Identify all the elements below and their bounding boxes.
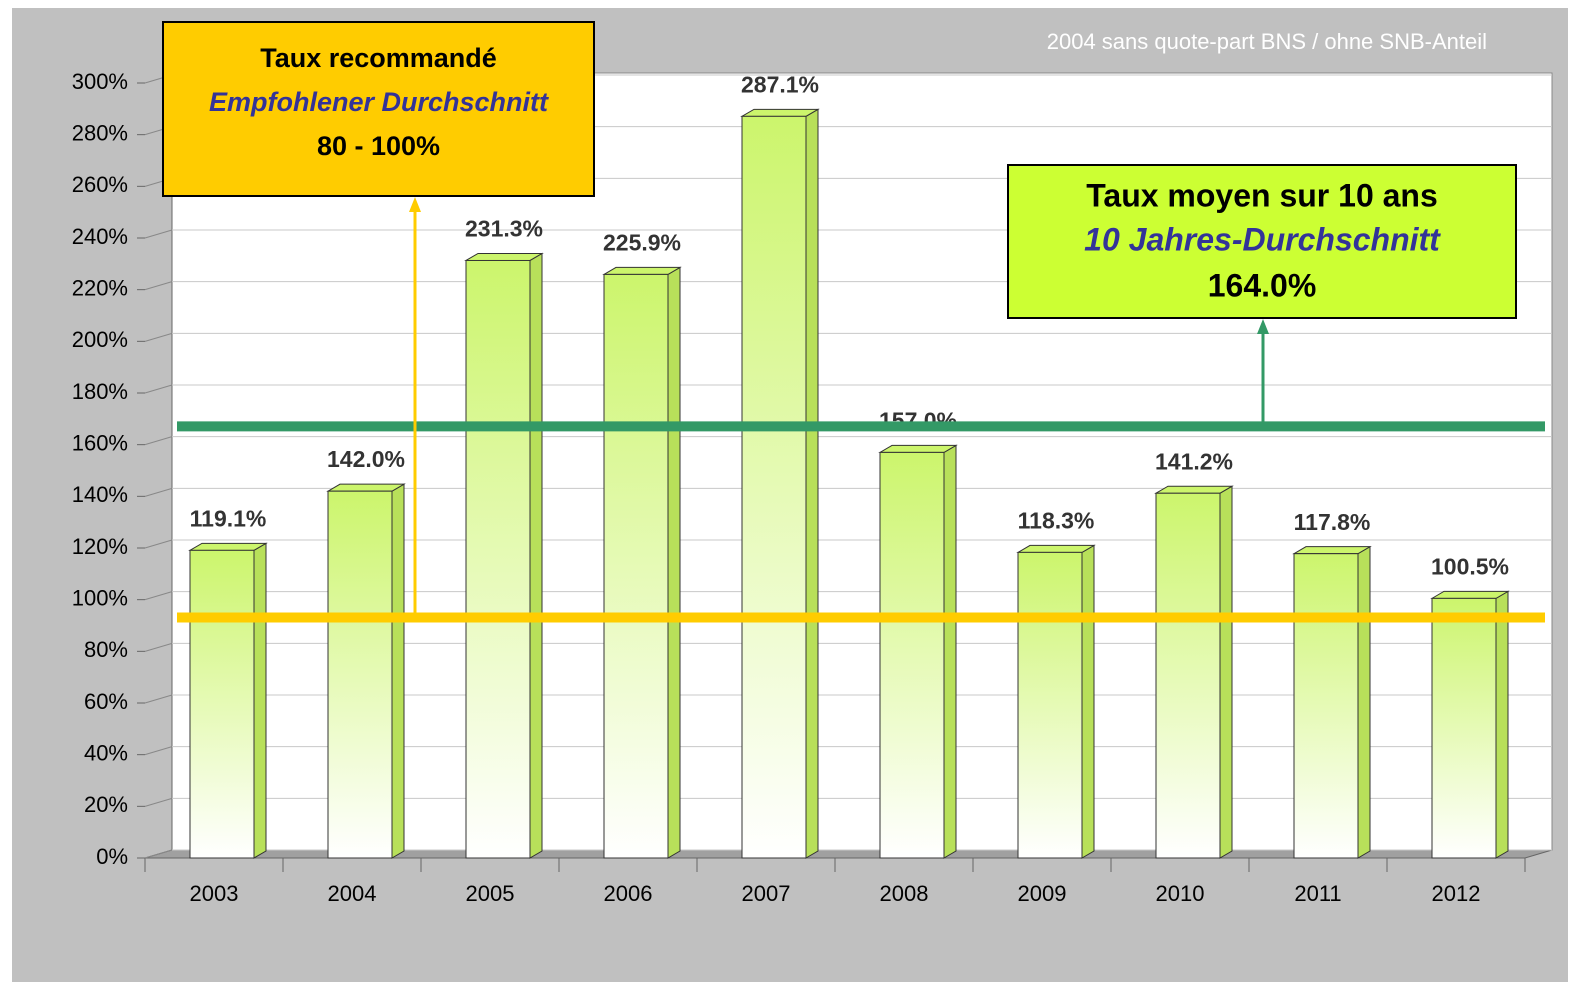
value-label: 287.1% [741, 71, 819, 97]
bar-side [391, 483, 405, 859]
bar-side [529, 252, 543, 859]
annotation-box [1007, 164, 1517, 319]
y-tick-label: 140% [72, 482, 128, 507]
y-tick-depth [144, 591, 173, 601]
annotation-box [162, 21, 595, 197]
arrow-head [409, 197, 421, 212]
y-tick-label: 0% [96, 844, 128, 869]
bar-top [464, 252, 544, 261]
y-tick-depth [144, 642, 173, 652]
y-tick-depth [144, 746, 173, 756]
annotation-text: 10 Jahres-Durchschnitt [1084, 221, 1441, 257]
value-label: 225.9% [603, 230, 681, 256]
y-tick-label: 300% [72, 69, 128, 94]
y-tick-depth [144, 539, 173, 549]
y-tick-depth [144, 332, 173, 342]
value-label: 141.2% [1155, 448, 1233, 474]
x-tick-label: 2007 [742, 881, 791, 906]
value-label: 117.8% [1294, 509, 1371, 535]
annotation-text: Empfohlener Durchschnitt [209, 87, 549, 117]
y-tick-depth [144, 487, 173, 497]
y-tick-depth [144, 849, 173, 859]
y-tick-label: 120% [72, 534, 128, 559]
bar-top [1154, 485, 1234, 494]
bar-side [1219, 485, 1233, 859]
bar-top [602, 266, 682, 275]
bar [741, 115, 807, 859]
y-tick-label: 40% [84, 740, 128, 765]
value-label: 119.1% [190, 505, 267, 531]
y-tick-label: 220% [72, 275, 128, 300]
y-tick-label: 200% [72, 327, 128, 352]
bar-top [1430, 590, 1510, 599]
x-tick-label: 2004 [328, 881, 377, 906]
bar [1155, 492, 1221, 859]
bar-top [740, 108, 820, 117]
arrow-head [1257, 319, 1269, 334]
bar-side [805, 108, 819, 859]
value-label: 118.3% [1018, 507, 1095, 533]
bar-top [326, 483, 406, 492]
bar-side [1495, 590, 1509, 859]
y-tick-depth [144, 384, 173, 394]
y-tick-depth [144, 281, 173, 291]
y-tick-depth [144, 229, 173, 239]
x-tick-label: 2003 [190, 881, 239, 906]
bar [1017, 551, 1083, 859]
bar-side [1357, 545, 1371, 859]
bar [465, 259, 531, 859]
y-tick-label: 260% [72, 172, 128, 197]
bar-top [1292, 546, 1372, 555]
annotation-text: 80 - 100% [317, 131, 440, 161]
value-label: 142.0% [327, 446, 405, 472]
bar [603, 273, 669, 859]
bar-side [1081, 544, 1095, 859]
x-tick-label: 2009 [1018, 881, 1067, 906]
x-tick-label: 2011 [1294, 881, 1341, 906]
y-tick-label: 60% [84, 689, 128, 714]
y-tick-depth [144, 694, 173, 704]
bar [1431, 597, 1497, 859]
bar [1293, 553, 1359, 859]
bar [879, 451, 945, 859]
bar-top [1016, 544, 1096, 553]
x-tick-label: 2012 [1432, 881, 1481, 906]
value-label: 100.5% [1431, 553, 1509, 579]
annotation-text: Taux moyen sur 10 ans [1086, 177, 1438, 213]
annotation-text: 164.0% [1208, 267, 1317, 303]
bar [189, 549, 255, 859]
x-tick-label: 2010 [1156, 881, 1205, 906]
y-tick-label: 240% [72, 224, 128, 249]
bar-side [253, 542, 267, 859]
bar-top [878, 444, 958, 453]
y-tick-depth [144, 797, 173, 807]
bar-top [188, 542, 268, 551]
y-tick-label: 280% [72, 120, 128, 145]
note: 2004 sans quote-part BNS / ohne SNB-Ante… [1047, 29, 1487, 54]
x-tick-label: 2008 [880, 881, 929, 906]
y-tick-label: 180% [72, 379, 128, 404]
y-tick-label: 80% [84, 637, 128, 662]
bar-side [943, 444, 957, 859]
bar [327, 490, 393, 859]
bar-side [667, 266, 681, 859]
annotation-text: Taux recommandé [260, 43, 497, 73]
y-tick-label: 20% [84, 792, 128, 817]
value-label: 231.3% [465, 216, 543, 242]
y-tick-depth [144, 436, 173, 446]
y-tick-label: 160% [72, 430, 128, 455]
x-tick-label: 2006 [604, 881, 653, 906]
y-tick-label: 100% [72, 585, 128, 610]
x-tick-label: 2005 [466, 881, 515, 906]
